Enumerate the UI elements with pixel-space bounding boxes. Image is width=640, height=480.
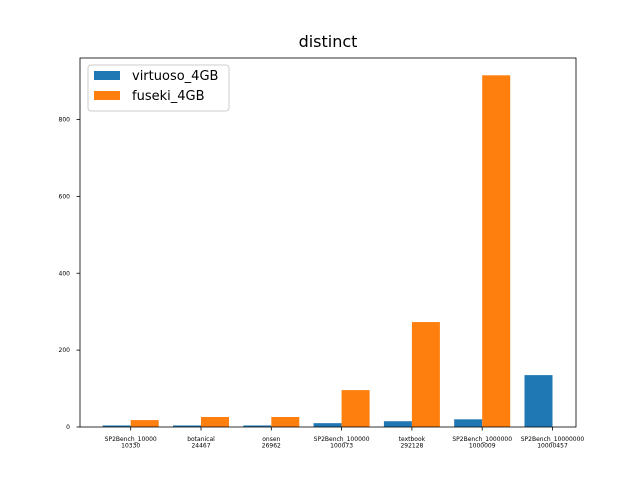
legend-label-fuseki_4GB: fuseki_4GB [132,89,205,104]
x-tick-label: 10330 [121,443,140,450]
legend: virtuoso_4GB fuseki_4GB [87,64,230,112]
bar-fuseki_4GB-3 [341,390,370,427]
x-tick-label: botanical [187,436,215,443]
y-tick-label: 800 [59,117,71,124]
bar-fuseki_4GB-5 [482,75,511,428]
legend-swatch-virtuoso_4GB [94,71,120,80]
x-tick-label: textbook [399,436,426,443]
legend-swatch-fuseki_4GB [94,91,120,100]
legend-label-virtuoso_4GB: virtuoso_4GB [132,69,218,84]
bar-fuseki_4GB-4 [411,322,440,427]
bar-virtuoso_4GB-3 [313,423,342,427]
bar-fuseki_4GB-1 [201,417,229,427]
bar-fuseki_4GB-2 [271,417,300,427]
x-tick-label: 1000009 [469,443,496,450]
bar-virtuoso_4GB-2 [243,425,272,427]
plot-frame [79,57,577,428]
bar-virtuoso_4GB-1 [173,425,201,427]
bar-virtuoso_4GB-5 [454,419,483,427]
x-tick-label: SP2Bench_10000 [105,436,157,443]
x-tick-label: 10000457 [537,443,568,450]
bar-virtuoso_4GB-4 [383,421,412,427]
x-tick-label: 292128 [400,443,423,450]
bars-group [102,75,553,428]
legend-box [87,64,230,112]
y-tick-label: 600 [59,193,71,200]
y-tick-label: 200 [59,347,71,354]
x-tick-label: 24467 [191,443,210,450]
bar-virtuoso_4GB-6 [524,375,553,427]
x-tick-label: onsen [262,436,280,443]
x-tick-label: SP2Bench_1000000 [452,436,512,443]
bar-fuseki_4GB-0 [130,420,159,427]
x-tick-label: 100073 [330,443,353,450]
chart-title: distinct [298,32,358,51]
x-tick-label: SP2Bench_100000 [314,436,370,443]
y-axis: 0 200 400 600 800 [59,117,80,431]
y-tick-label: 0 [66,424,70,431]
bar-virtuoso_4GB-0 [102,425,131,427]
y-tick-label: 400 [59,270,71,277]
x-tick-label: SP2Bench_10000000 [521,436,585,443]
x-tick-label: 26962 [262,443,281,450]
